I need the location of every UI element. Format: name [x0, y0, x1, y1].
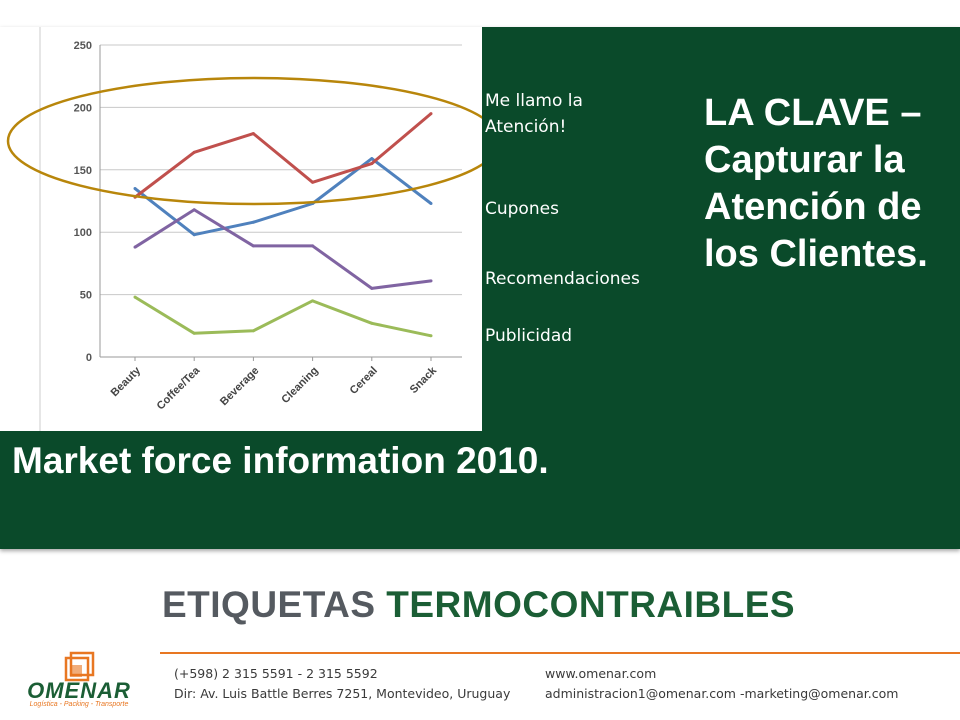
data-point — [370, 321, 374, 325]
data-point — [311, 299, 315, 303]
chart-svg: 0 50 100 150 200 250 Beauty Coffee/Tea Beverage C… — [6, 27, 482, 431]
line-chart: 0 50 100 150 200 250 Beauty Coffee/Tea Beverage C… — [0, 27, 482, 431]
omenar-logo — [8, 650, 158, 712]
contact-phone: (+598) 2 315 5591 - 2 315 5592 — [174, 666, 378, 681]
x-tick-label: Cereal — [348, 365, 380, 397]
logo-icon — [64, 651, 95, 682]
headline: LA CLAVE – Capturar la Atención de los C… — [704, 92, 928, 275]
y-tick-label: 200 — [74, 102, 92, 114]
x-tick-label: Cleaning — [279, 365, 320, 406]
data-point — [192, 233, 196, 237]
title-word-1: ETIQUETAS — [162, 584, 376, 625]
highlight-ellipse — [6, 76, 482, 206]
data-point — [251, 132, 255, 136]
contact-left: (+598) 2 315 5591 - 2 315 5592 Dir: Av. … — [174, 664, 510, 704]
x-tick-label: Beverage — [218, 365, 262, 409]
source-caption: Market force information 2010. — [12, 440, 549, 481]
y-tick-label: 100 — [74, 227, 92, 239]
data-point — [429, 334, 433, 338]
x-tick-label: Coffee/Tea — [155, 364, 203, 412]
y-tick-label: 50 — [80, 290, 92, 302]
data-point — [133, 187, 137, 191]
series-line — [134, 295, 432, 338]
series-line — [134, 112, 432, 199]
data-point — [370, 157, 374, 161]
y-tick-label: 250 — [74, 40, 92, 52]
data-point — [192, 150, 196, 154]
series-line — [134, 157, 432, 237]
legend-item-cupones: Cupones — [485, 199, 559, 219]
data-point — [192, 208, 196, 212]
data-point — [311, 244, 315, 248]
x-tick-label: Snack — [408, 364, 440, 396]
legend-item-atencion-line-1: Me llamo la — [485, 91, 583, 111]
data-point — [251, 244, 255, 248]
y-tick-label: 150 — [74, 165, 92, 177]
contact-web[interactable]: www.omenar.com — [545, 666, 657, 681]
data-point — [311, 180, 315, 184]
data-point — [133, 295, 137, 299]
legend-item-recomendaciones: Recomendaciones — [485, 269, 640, 289]
data-point — [251, 220, 255, 224]
legend-item-atencion: Me llamo la Atención! — [485, 88, 583, 140]
title-word-2: TERMOCONTRAIBLES — [386, 584, 796, 625]
data-point — [370, 162, 374, 166]
data-point — [429, 112, 433, 116]
data-point — [133, 245, 137, 249]
series-line — [134, 208, 432, 290]
legend-item-atencion-line-2: Atención! — [485, 117, 567, 137]
contact-right: www.omenar.com administracion1@omenar.co… — [545, 664, 898, 704]
legend-item-publicidad: Publicidad — [485, 326, 573, 346]
x-tick-label: Beauty — [109, 364, 144, 399]
page-title: ETIQUETAS TERMOCONTRAIBLES — [162, 584, 795, 626]
logo-tagline: Logística - Packing - Transporte — [29, 701, 129, 708]
data-point — [429, 201, 433, 205]
logo-name: OMENAR — [27, 678, 131, 703]
y-tick-label: 0 — [86, 352, 92, 364]
divider-line — [160, 652, 960, 654]
data-point — [429, 279, 433, 283]
contact-address: Dir: Av. Luis Battle Berres 7251, Montev… — [174, 686, 511, 701]
contact-email[interactable]: administracion1@omenar.com -marketing@om… — [545, 686, 899, 701]
data-point — [370, 286, 374, 290]
data-point — [251, 329, 255, 333]
data-point — [192, 331, 196, 335]
